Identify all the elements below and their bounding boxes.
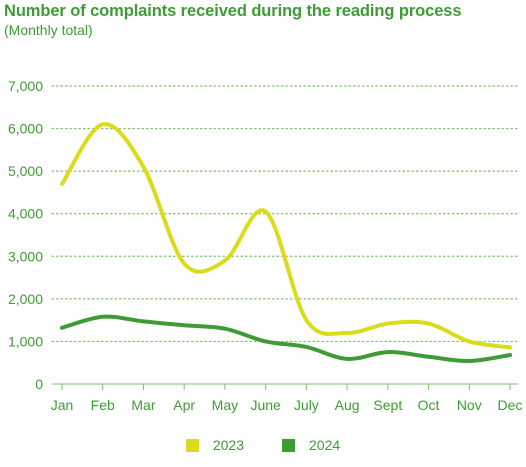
chart-legend: 2023 2024: [0, 437, 526, 453]
x-tick-label: May: [212, 397, 238, 413]
x-tick-label: Sept: [373, 397, 402, 413]
data-point-2024-Sept: [386, 350, 390, 354]
y-tick-label: 2,000: [8, 291, 43, 307]
data-point-2024-May: [223, 327, 227, 331]
data-point-2024-Feb: [101, 315, 105, 319]
data-point-2023-Apr: [182, 262, 186, 266]
x-tick-label: July: [294, 397, 319, 413]
x-tick-label: Apr: [173, 397, 195, 413]
data-point-2024-July: [304, 345, 308, 349]
legend-item-2023: 2023: [185, 437, 244, 453]
data-point-2023-Mar: [141, 165, 145, 169]
data-point-2024-Jan: [60, 326, 64, 330]
data-point-2023-Feb: [101, 122, 105, 126]
data-point-2024-Oct: [427, 355, 431, 359]
data-point-2024-Aug: [345, 357, 349, 361]
data-point-2023-July: [304, 318, 308, 322]
y-tick-label: 0: [35, 376, 43, 392]
y-tick-label: 4,000: [8, 206, 43, 222]
chart-subtitle: (Monthly total): [4, 22, 93, 38]
data-point-2023-Dec: [508, 345, 512, 349]
x-tick-label: Feb: [91, 397, 115, 413]
y-tick-label: 3,000: [8, 248, 43, 264]
data-point-2024-Nov: [467, 359, 471, 363]
data-point-2024-Apr: [182, 323, 186, 327]
data-point-2023-Sept: [386, 322, 390, 326]
data-point-2023-Jan: [60, 182, 64, 186]
data-point-2023-Oct: [427, 322, 431, 326]
line-chart: 0 1,000 2,000 3,000 4,000 5,000 6,000 7,000 Jan F…: [8, 78, 523, 413]
y-tick-label: 7,000: [8, 78, 43, 94]
series-line-2023: [60, 122, 512, 350]
series-lines: [60, 122, 512, 364]
series-line-2024: [60, 314, 512, 364]
legend-label-2023: 2023: [212, 437, 244, 453]
chart-title: Number of complaints received during the…: [4, 2, 462, 20]
data-point-2023-Aug: [345, 331, 349, 335]
data-point-2023-Nov: [467, 339, 471, 343]
x-tick-label: Oct: [418, 397, 440, 413]
x-tick-label: Nov: [457, 397, 482, 413]
data-point-2024-June: [264, 339, 268, 343]
data-point-2023-June: [264, 210, 268, 214]
x-tick-label: Mar: [131, 397, 155, 413]
data-point-2024-Mar: [141, 319, 145, 323]
legend-swatch-2023: [185, 438, 199, 452]
legend-label-2024: 2024: [309, 437, 341, 453]
legend-swatch-2024: [282, 438, 295, 452]
data-point-2023-May: [223, 259, 227, 263]
x-tick-label: Dec: [498, 397, 523, 413]
x-tick-label: Aug: [335, 397, 360, 413]
y-tick-label: 1,000: [8, 333, 43, 349]
y-tick-label: 6,000: [8, 121, 43, 137]
axes: 0 1,000 2,000 3,000 4,000 5,000 6,000 7,000 Jan F…: [8, 78, 523, 413]
y-tick-label: 5,000: [8, 163, 43, 179]
legend-item-2024: 2024: [282, 437, 340, 453]
x-tick-label: June: [250, 397, 281, 413]
grid-lines: [51, 85, 519, 343]
x-tick-label: Jan: [51, 397, 74, 413]
data-point-2024-Dec: [508, 353, 512, 357]
